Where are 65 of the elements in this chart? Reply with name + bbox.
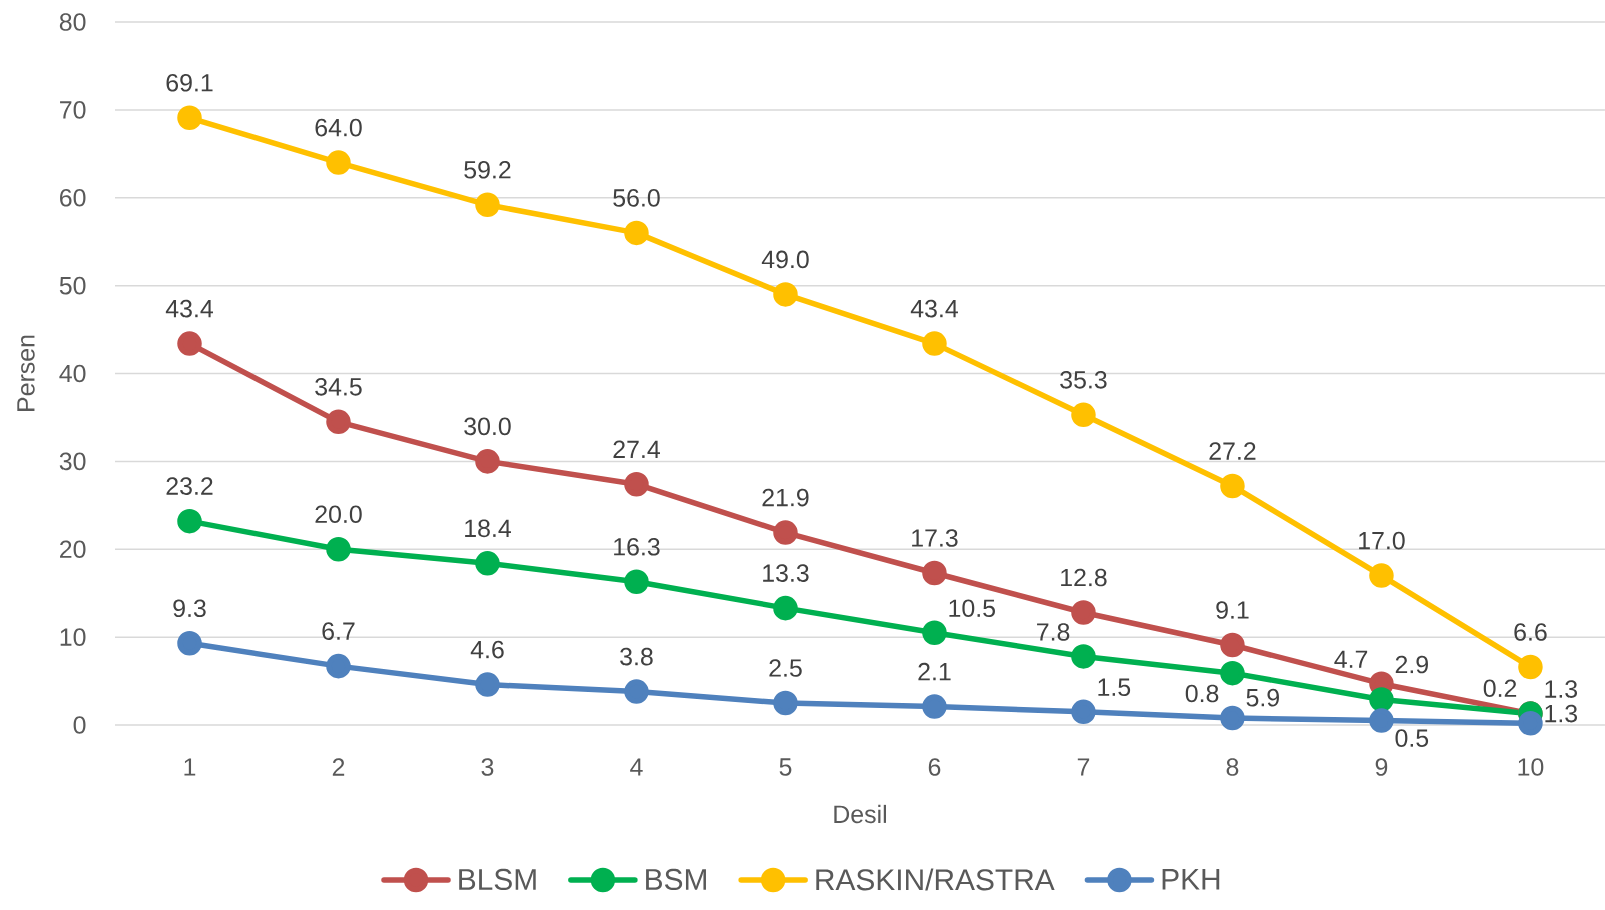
x-tick-label: 3 [481, 758, 494, 776]
y-tick-label: 10 [60, 628, 86, 646]
data-label: 1.5 [1098, 678, 1131, 697]
y-tick-label: 40 [59, 364, 86, 383]
data-label: 27.4 [613, 440, 660, 458]
x-tick-label: 10 [1518, 758, 1544, 776]
y-tick-label: 0 [73, 716, 86, 734]
x-tick-label: 9 [1375, 758, 1388, 776]
data-label: 13.3 [763, 564, 809, 582]
x-tick-label: 6 [928, 758, 941, 776]
data-label: 0.8 [1185, 684, 1219, 703]
data-label: 9.1 [1216, 601, 1249, 619]
data-label: 5.9 [1246, 688, 1279, 707]
data-label: 2.9 [1395, 655, 1428, 674]
legend-label: PKH [1162, 868, 1220, 890]
data-label: 59.2 [464, 160, 511, 179]
x-axis-title: Desil [834, 804, 886, 824]
data-label: 2.5 [769, 659, 802, 677]
data-label: 1.3 [1545, 680, 1578, 698]
data-label: 4.7 [1334, 650, 1368, 668]
data-label: 1.3 [1545, 704, 1578, 723]
data-label: 20.0 [315, 505, 362, 524]
data-label: 7.8 [1037, 623, 1070, 641]
data-label: 4.6 [470, 640, 504, 659]
data-label: 43.4 [910, 299, 958, 318]
y-tick-label: 80 [59, 13, 86, 31]
data-label: 23.2 [166, 477, 213, 495]
x-tick-label: 5 [779, 758, 792, 776]
y-tick-label: 70 [60, 101, 86, 119]
y-tick-label: 20 [60, 540, 86, 559]
data-label: 34.5 [315, 378, 362, 396]
data-label: 69.1 [166, 73, 213, 92]
data-label: 10.5 [949, 599, 995, 618]
data-label: 17.0 [1359, 531, 1405, 550]
x-tick-label: 8 [1226, 758, 1239, 776]
data-label: 43.4 [165, 299, 214, 318]
x-tick-label: 4 [630, 758, 643, 776]
data-label: 56.0 [613, 189, 660, 207]
data-label: 17.3 [912, 529, 958, 547]
data-label: 0.2 [1483, 679, 1517, 698]
data-label: 64.0 [315, 118, 362, 137]
legend-label: BSM [646, 868, 706, 890]
data-label: 6.6 [1514, 623, 1547, 641]
data-label: 2.1 [918, 662, 951, 681]
data-label: 35.3 [1060, 370, 1107, 389]
data-label: 18.4 [465, 519, 511, 538]
data-label: 12.8 [1061, 568, 1107, 587]
data-label: 0.5 [1395, 729, 1429, 747]
data-label: 30.0 [464, 417, 511, 436]
data-label: 49.0 [761, 250, 809, 269]
data-label: 16.3 [614, 537, 660, 556]
y-tick-label: 50 [59, 276, 86, 295]
data-label: 27.2 [1209, 442, 1256, 460]
data-label: 21.9 [762, 488, 809, 507]
data-label: 6.7 [322, 622, 355, 640]
y-axis-title: Persen [17, 335, 35, 411]
legend-label: BLSM [459, 868, 536, 890]
y-tick-label: 30 [59, 452, 86, 471]
y-tick-label: 60 [60, 188, 86, 207]
x-tick-label: 1 [184, 758, 196, 776]
data-label: 3.8 [620, 647, 653, 666]
legend-label: RASKIN/RASTRA [816, 868, 1055, 891]
x-tick-label: 7 [1077, 758, 1090, 776]
x-tick-label: 2 [332, 758, 345, 776]
data-label: 9.3 [173, 599, 206, 618]
